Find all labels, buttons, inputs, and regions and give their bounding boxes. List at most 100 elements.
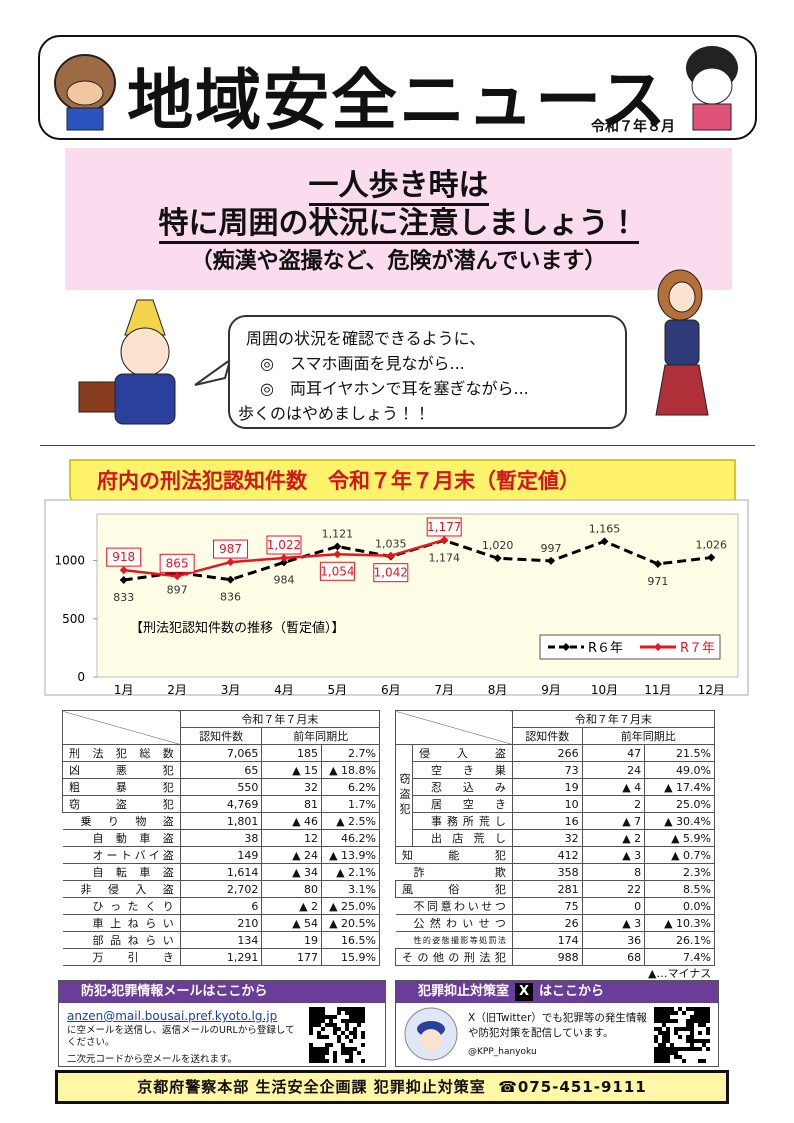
cell: ▲ 2.5% [321,812,380,830]
cell: 65 [179,761,263,779]
qr-module [654,1011,658,1015]
header-row: 令和７年７月末 [62,710,381,745]
officer-icon [404,1007,458,1061]
headline-line: 一人歩き時は [65,160,732,206]
qr-module [678,1035,682,1039]
qr-module [361,1007,365,1011]
cell: 149 [179,846,263,864]
qr-module [674,1051,678,1055]
qr-module [341,1047,345,1051]
qr-module [654,1027,658,1031]
qr-module [317,1023,321,1027]
qr-module [686,1027,690,1031]
cell: 6.2% [321,778,380,796]
qr-module [329,1023,333,1027]
qr-module [702,1059,706,1063]
row-label-text: 万引き [92,951,174,964]
row-label: 知能犯 [395,846,513,864]
row-label-text: 凶悪犯 [69,764,174,777]
qr-code [309,1007,365,1063]
qr-module [349,1031,353,1035]
data-label: 1,026 [696,539,728,552]
qr-module [357,1015,361,1019]
cell: 26 [511,914,583,932]
corner-cell [62,710,181,745]
x-tick-label: 3月 [221,683,241,697]
qr-module [662,1051,666,1055]
qr-module [349,1039,353,1043]
qr-module [706,1031,710,1035]
cell: ▲ 5.9% [644,829,715,847]
cell: 25.0% [644,795,715,813]
headline-line: 特に周囲の状況に注意しましょう！ [65,198,732,244]
data-label: 1,054 [320,564,354,578]
row-label: 凶悪犯 [62,761,181,779]
cell: 550 [179,778,263,796]
cell: 988 [511,948,583,966]
qr-module [345,1027,349,1031]
x-tick-label: 8月 [488,683,508,697]
table-row: 自転車盗 1,614 ▲ 34 ▲ 2.1% [62,863,380,881]
mascot-right [686,46,738,131]
table-row: 万引き 1,291 177 15.9% [62,948,380,966]
qr-module [345,1059,349,1063]
qr-module [333,1023,337,1027]
cell: 75 [511,897,583,915]
qr-module [686,1039,690,1043]
y-tick-label: 0 [77,670,85,684]
qr-module [313,1055,317,1059]
row-label: 事務所荒し [412,812,513,830]
data-label: 984 [273,573,294,586]
data-point [226,558,235,567]
qr-module [706,1011,710,1015]
qr-module [325,1059,329,1063]
qr-module [309,1047,313,1051]
data-point [440,535,449,544]
data-label: 897 [167,584,188,597]
row-label-text: 風俗犯 [402,883,506,896]
x-tick-label: 4月 [274,683,294,697]
qr-module [702,1019,706,1023]
qr-module [333,1059,337,1063]
qr-module [666,1015,670,1019]
qr-module [670,1051,674,1055]
mascot-body [66,107,104,131]
qr-module [662,1011,666,1015]
cell: 80 [261,880,323,898]
cell: 32 [511,829,583,847]
qr-module [313,1011,317,1015]
cell: ▲ 0.7% [644,846,715,864]
qr-module [690,1043,694,1047]
qr-module [329,1015,333,1019]
cell: 15.9% [321,948,380,966]
data-label-box [106,547,142,567]
row-label: 粗暴犯 [62,778,181,796]
qr-module [333,1015,337,1019]
qr-module [698,1047,702,1051]
qr-module [686,1019,690,1023]
qr-module [666,1055,670,1059]
chart-annotation: 【刑法犯認知件数の推移（暫定値）】 [130,620,345,636]
qr-module [361,1015,365,1019]
divider [40,445,755,446]
cell: 47 [581,744,646,762]
qr-module [702,1011,706,1015]
qr-module [333,1027,337,1031]
mail-address[interactable]: anzen@mail.bousai.pref.kyoto.lg.jp [67,1009,278,1023]
x-tick-label: 7月 [434,683,454,697]
cell: ▲ 2 [581,829,646,847]
qr-module [658,1031,662,1035]
qr-module [341,1019,345,1023]
data-label: 918 [112,550,135,564]
qr-module [662,1059,666,1063]
data-label-box [213,539,249,559]
row-label-text: 忍込み [431,781,506,794]
qr-module [317,1055,321,1059]
qr-text: 二次元コードから空メールを送れます。 [67,1054,238,1065]
qr-module [702,1023,706,1027]
qr-module [361,1031,365,1035]
qr-module [670,1043,674,1047]
x-tick-label: 10月 [591,683,618,697]
row-label-text: 詐欺 [413,866,506,879]
cell: ▲ 13.9% [321,846,380,864]
